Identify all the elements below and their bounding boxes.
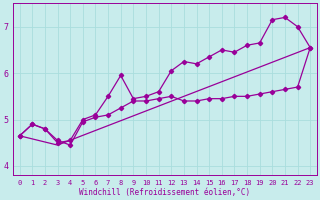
X-axis label: Windchill (Refroidissement éolien,°C): Windchill (Refroidissement éolien,°C) xyxy=(79,188,251,197)
